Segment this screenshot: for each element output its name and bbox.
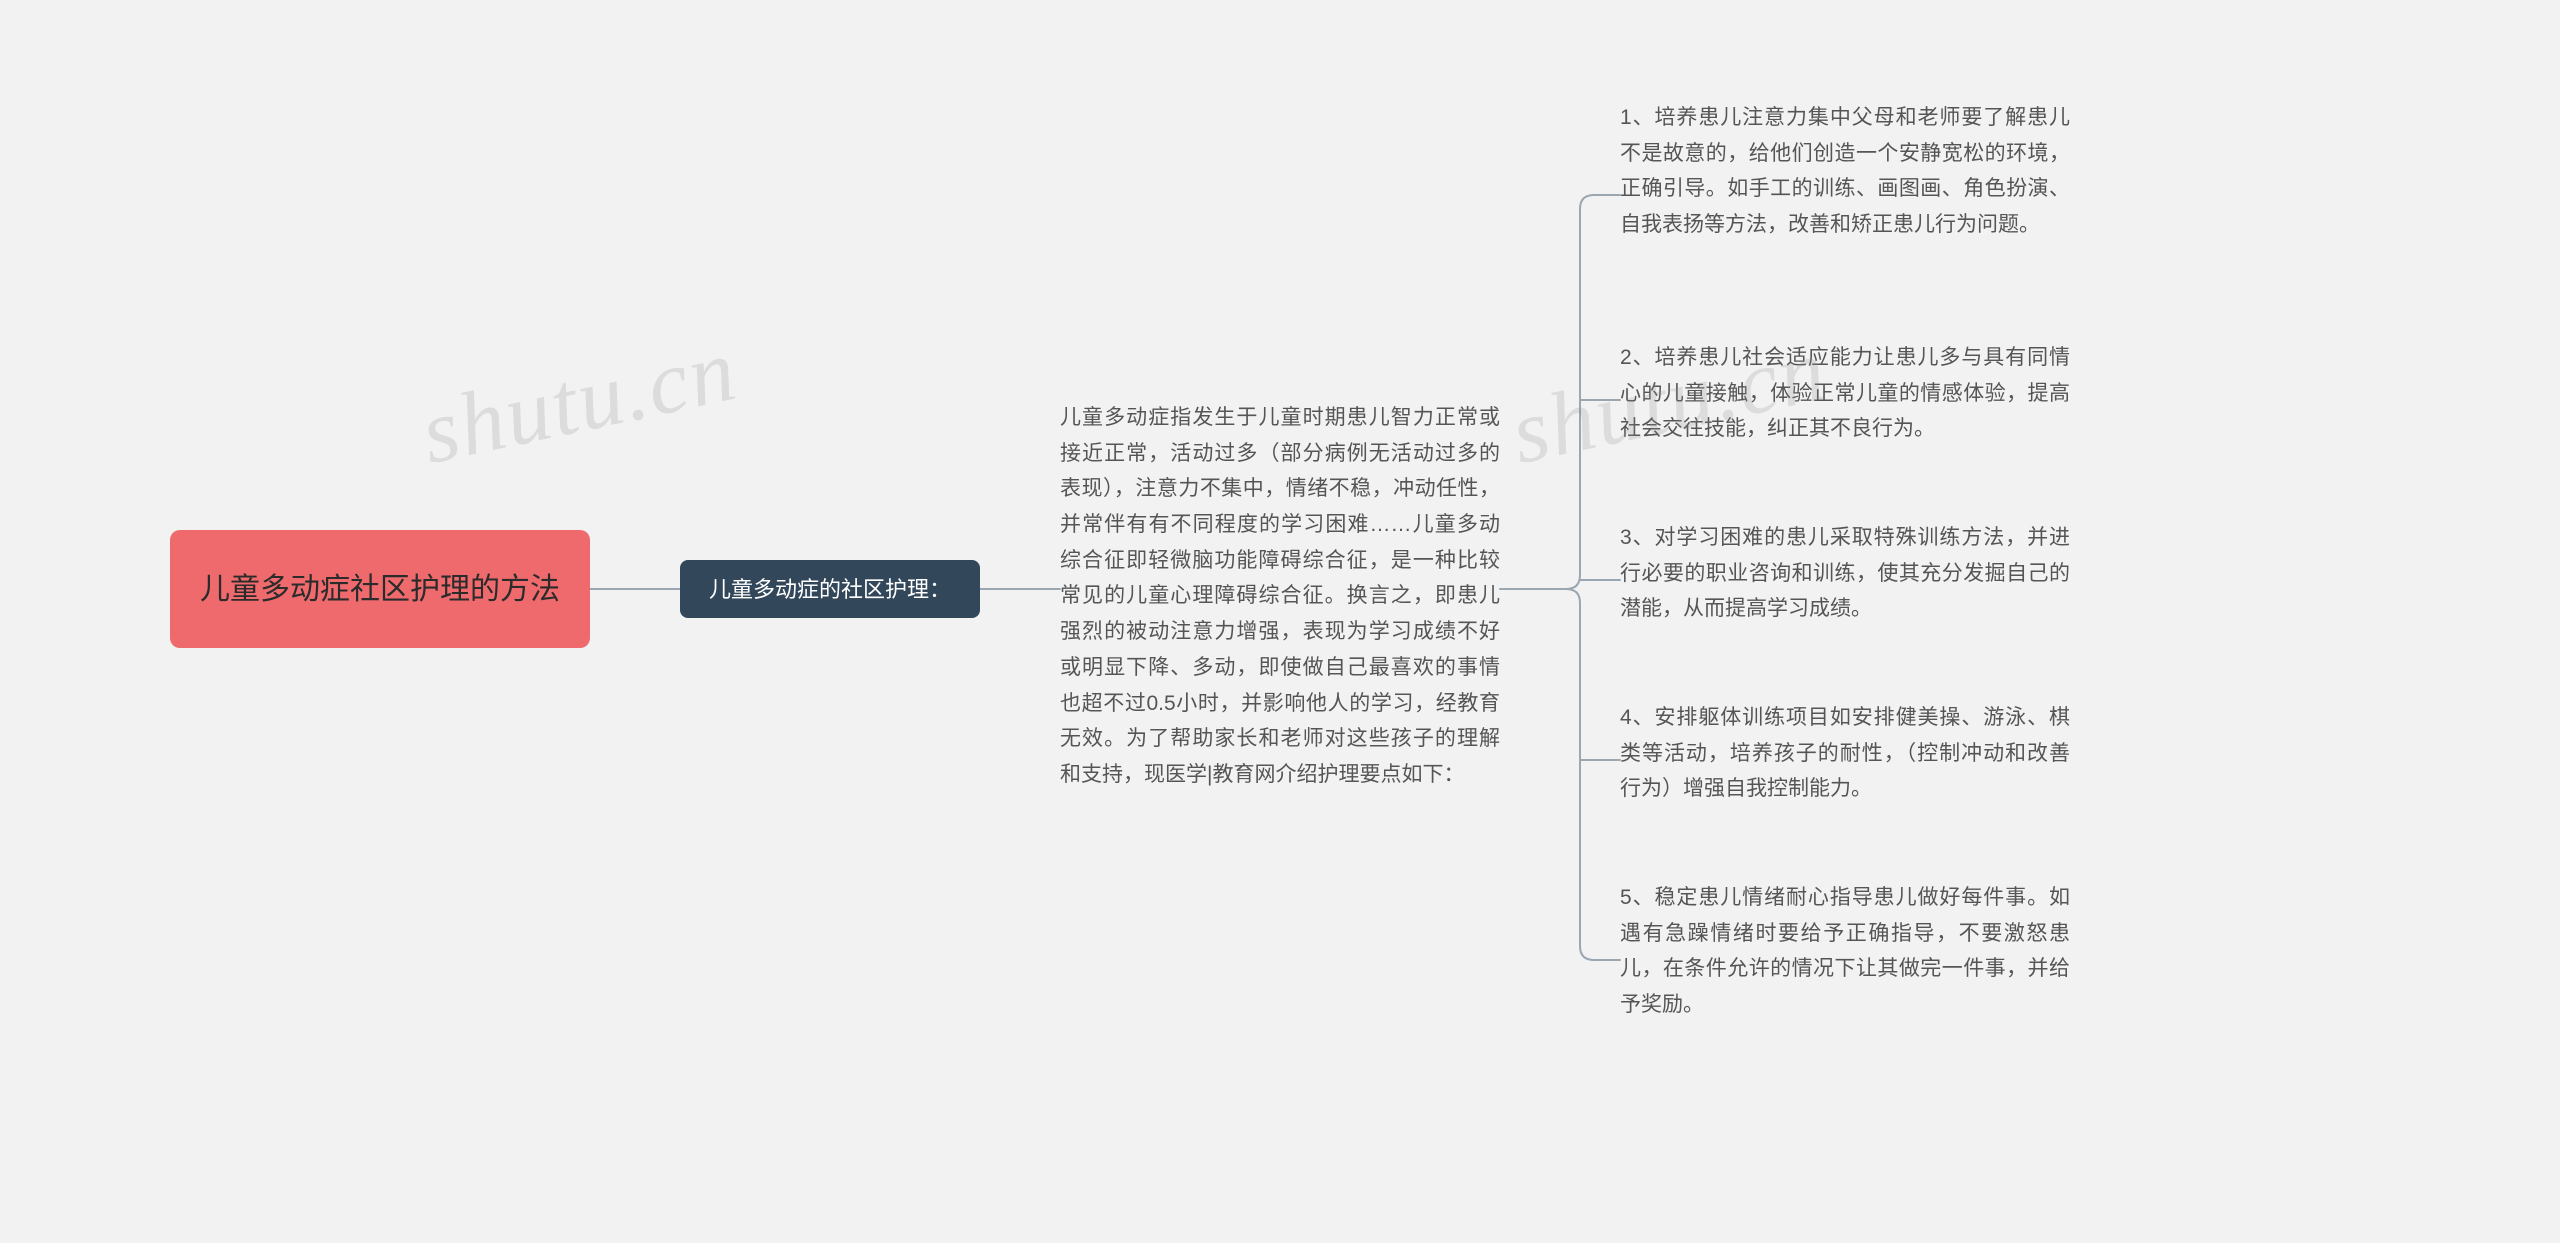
leaf-node-1: 1、培养患儿注意力集中父母和老师要了解患儿不是故意的，给他们创造一个安静宽松的环… (1620, 100, 2070, 243)
leaf-node-4: 4、安排躯体训练项目如安排健美操、游泳、棋类等活动，培养孩子的耐性，（控制冲动和… (1620, 700, 2070, 807)
leaf-text: 2、培养患儿社会适应能力让患儿多与具有同情心的儿童接触，体验正常儿童的情感体验，… (1620, 340, 2070, 447)
root-label: 儿童多动症社区护理的方法 (200, 567, 560, 612)
leaf-node-5: 5、稳定患儿情绪耐心指导患儿做好每件事。如遇有急躁情绪时要给予正确指导，不要激怒… (1620, 880, 2070, 1023)
description-node: 儿童多动症指发生于儿童时期患儿智力正常或接近正常，活动过多（部分病例无活动过多的… (1060, 400, 1500, 793)
watermark: shutu.cn (413, 318, 746, 485)
description-text: 儿童多动症指发生于儿童时期患儿智力正常或接近正常，活动过多（部分病例无活动过多的… (1060, 400, 1500, 793)
leaf-text: 1、培养患儿注意力集中父母和老师要了解患儿不是故意的，给他们创造一个安静宽松的环… (1620, 100, 2070, 243)
leaf-text: 3、对学习困难的患儿采取特殊训练方法，并进行必要的职业咨询和训练，使其充分发掘自… (1620, 520, 2070, 627)
leaf-node-2: 2、培养患儿社会适应能力让患儿多与具有同情心的儿童接触，体验正常儿童的情感体验，… (1620, 340, 2070, 447)
leaf-node-3: 3、对学习困难的患儿采取特殊训练方法，并进行必要的职业咨询和训练，使其充分发掘自… (1620, 520, 2070, 627)
root-node: 儿童多动症社区护理的方法 (170, 530, 590, 648)
sub-label: 儿童多动症的社区护理： (709, 573, 951, 606)
leaf-text: 5、稳定患儿情绪耐心指导患儿做好每件事。如遇有急躁情绪时要给予正确指导，不要激怒… (1620, 880, 2070, 1023)
leaf-text: 4、安排躯体训练项目如安排健美操、游泳、棋类等活动，培养孩子的耐性，（控制冲动和… (1620, 700, 2070, 807)
sub-node: 儿童多动症的社区护理： (680, 560, 980, 618)
